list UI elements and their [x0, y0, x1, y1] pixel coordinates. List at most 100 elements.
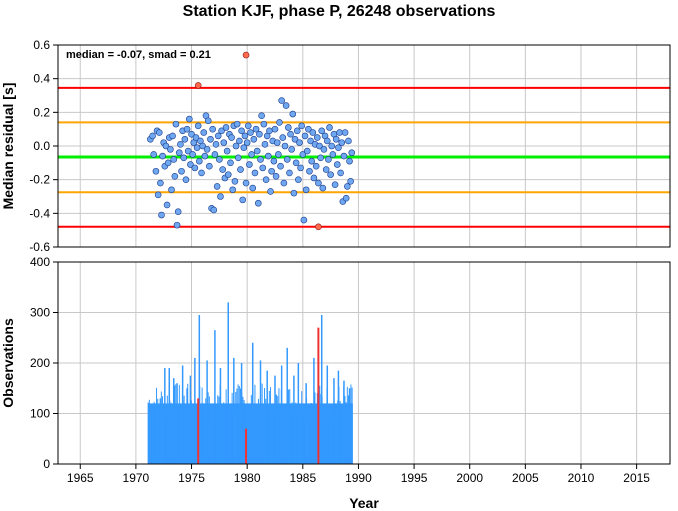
residual-point — [281, 142, 289, 150]
residual-point — [277, 162, 284, 170]
residual-reference-lines — [58, 86, 670, 228]
residual-y-tick-label: -0.2 — [29, 173, 50, 187]
residual-point — [239, 196, 247, 204]
residual-point — [229, 186, 236, 194]
residual-point — [293, 127, 301, 135]
residual-point — [241, 132, 249, 140]
residual-point — [260, 120, 268, 128]
residual-point — [246, 161, 253, 168]
residual-points — [147, 51, 356, 231]
residual-point — [171, 173, 179, 180]
residual-point — [217, 193, 224, 200]
residual-point — [253, 147, 261, 155]
residual-point — [313, 134, 321, 141]
residual-point — [198, 169, 205, 177]
residual-point — [232, 142, 240, 150]
x-tick-label: 2000 — [456, 471, 483, 485]
x-axis-label: Year — [349, 495, 379, 511]
x-tick-label: 1990 — [345, 471, 372, 485]
residual-point — [251, 169, 259, 177]
residual-point — [247, 129, 254, 136]
residual-point — [338, 139, 346, 146]
residual-point — [154, 191, 162, 199]
residual-point — [305, 125, 312, 133]
residual-point — [328, 142, 336, 150]
residual-point — [231, 178, 239, 185]
residual-point — [178, 167, 185, 175]
x-tick-label: 1995 — [401, 471, 428, 485]
residual-point — [214, 132, 222, 140]
residual-point — [298, 122, 305, 130]
residual-point — [316, 142, 323, 150]
residual-point — [218, 127, 225, 135]
residual-point — [261, 141, 269, 148]
residual-point — [175, 149, 183, 157]
residual-point — [186, 115, 193, 123]
residual-point — [150, 151, 157, 158]
residual-point — [303, 147, 311, 155]
residual-point — [216, 156, 223, 163]
residual-point — [296, 139, 303, 146]
residual-point — [331, 181, 339, 189]
observations-y-ticks: 0 100 200 300 400 — [30, 255, 58, 471]
residual-point — [318, 127, 326, 135]
x-tick-label: 2010 — [568, 471, 595, 485]
residual-point — [233, 120, 241, 128]
residual-y-tick-label: 0.4 — [33, 72, 50, 86]
residual-point — [196, 157, 203, 165]
x-tick-label: 2015 — [623, 471, 650, 485]
residual-point — [345, 137, 352, 145]
residual-point — [265, 152, 272, 160]
residual-point — [222, 124, 230, 131]
residual-point — [347, 178, 354, 185]
residual-point — [267, 188, 274, 195]
residual-y-tick-label: -0.4 — [29, 206, 50, 220]
residual-point — [209, 125, 216, 133]
residual-point — [276, 119, 283, 126]
residual-point — [266, 127, 273, 135]
residual-point — [346, 157, 353, 165]
residual-point — [271, 125, 279, 133]
residual-point — [249, 184, 257, 192]
residual-point — [201, 152, 209, 160]
residual-point — [322, 166, 330, 173]
residual-point — [292, 159, 300, 167]
residual-point — [289, 110, 297, 118]
residual-point — [288, 146, 295, 153]
residual-point — [187, 161, 194, 168]
outlier-point — [194, 82, 202, 89]
residual-point — [213, 183, 221, 190]
residual-point — [257, 156, 264, 163]
residual-point — [172, 120, 180, 128]
residual-point — [181, 135, 189, 143]
residual-point — [310, 174, 318, 182]
residual-y-tick-label: 0.6 — [33, 38, 50, 52]
residual-point — [236, 137, 243, 145]
residual-point — [307, 137, 314, 145]
observations-y-tick-label: 300 — [30, 306, 50, 320]
residual-point — [336, 129, 343, 136]
residual-point — [183, 125, 191, 133]
residual-point — [275, 151, 282, 158]
residual-point — [169, 132, 176, 140]
residual-point — [220, 139, 228, 146]
residual-point — [170, 156, 178, 163]
residual-point — [308, 157, 316, 165]
residual-point — [309, 129, 317, 136]
residual-point — [315, 179, 322, 187]
residual-point — [348, 149, 356, 157]
residual-point — [173, 221, 181, 229]
residual-point — [341, 129, 349, 136]
residual-point — [199, 142, 206, 150]
residual-point — [326, 124, 333, 131]
residual-y-ticks: -0.6 -0.4 -0.2 0.0 0.2 0.4 0.6 — [29, 38, 58, 254]
residual-point — [285, 124, 292, 131]
residual-point — [306, 167, 313, 175]
residual-point — [258, 112, 265, 119]
residual-point — [182, 176, 190, 183]
residual-point — [279, 134, 287, 141]
residual-point — [240, 144, 248, 151]
residual-point — [320, 146, 328, 153]
residual-point — [268, 167, 275, 175]
residual-point — [234, 154, 242, 162]
